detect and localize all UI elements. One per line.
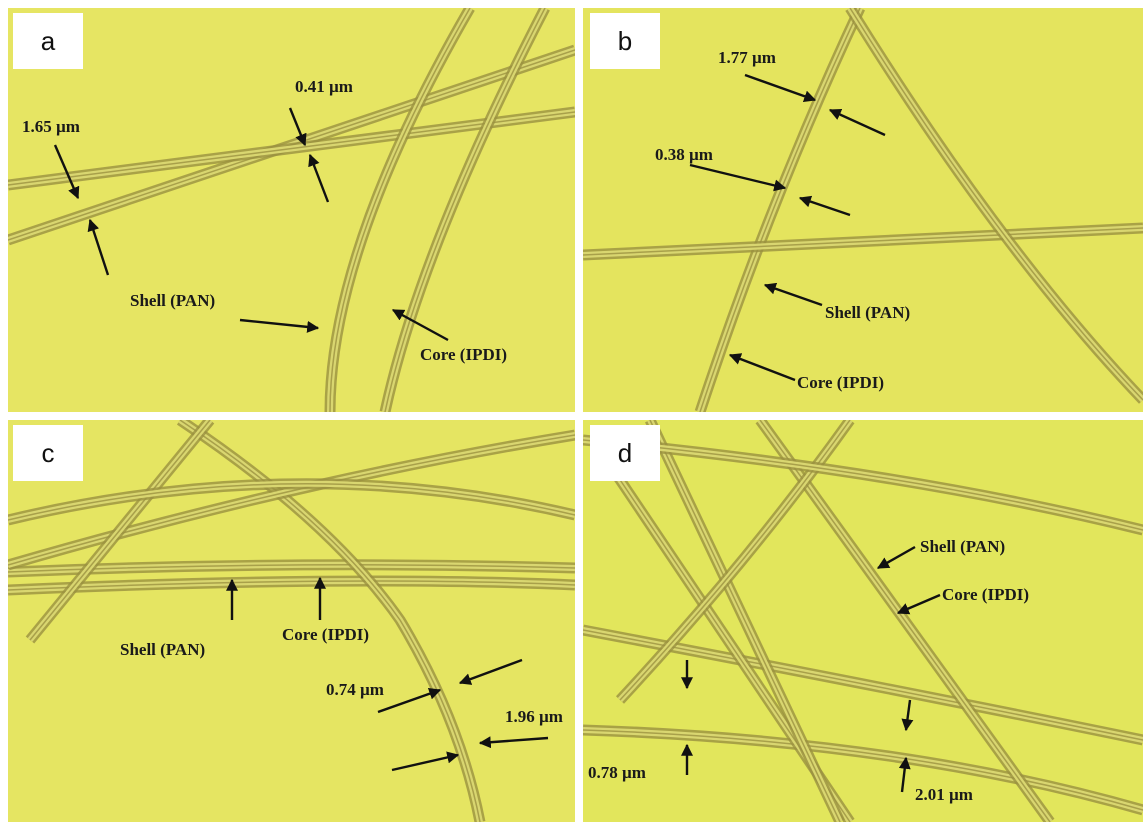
panel-label: d bbox=[618, 438, 632, 468]
annotation: 1.77 µm bbox=[718, 48, 776, 67]
annotation: Core (IPDI) bbox=[282, 625, 369, 644]
annotation: 0.41 µm bbox=[295, 77, 353, 96]
micrograph bbox=[583, 8, 1143, 412]
annotation: Core (IPDI) bbox=[797, 373, 884, 392]
panel-label: c bbox=[42, 438, 55, 468]
panel-label: b bbox=[618, 26, 632, 56]
annotation: 0.38 µm bbox=[655, 145, 713, 164]
figure: a 1.65 µm 0.41 µm Shell (PAN) Core (IPDI… bbox=[0, 0, 1143, 822]
page: {"panels": [ {"label": "a", "annotations… bbox=[0, 0, 1143, 822]
annotation: 2.01 µm bbox=[915, 785, 973, 804]
annotation: Shell (PAN) bbox=[920, 537, 1005, 556]
annotation: Shell (PAN) bbox=[130, 291, 215, 310]
annotation: Core (IPDI) bbox=[420, 345, 507, 364]
annotation: Shell (PAN) bbox=[825, 303, 910, 322]
panel-label: a bbox=[41, 26, 56, 56]
annotation: 1.65 µm bbox=[22, 117, 80, 136]
annotation: 1.96 µm bbox=[505, 707, 563, 726]
annotation: Shell (PAN) bbox=[120, 640, 205, 659]
annotation: Core (IPDI) bbox=[942, 585, 1029, 604]
annotation: 0.74 µm bbox=[326, 680, 384, 699]
annotation: 0.78 µm bbox=[588, 763, 646, 782]
micrograph bbox=[583, 420, 1143, 822]
